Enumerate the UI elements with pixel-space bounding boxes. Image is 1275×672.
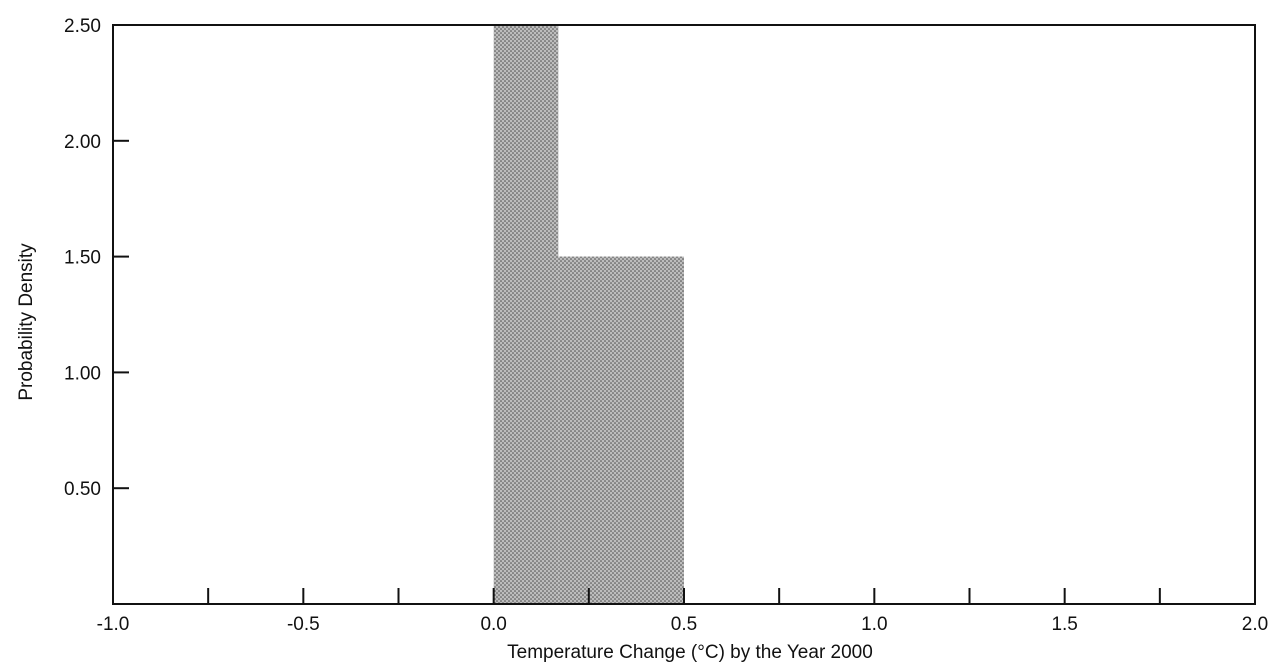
x-axis: -1.0 -0.5 0.0 0.5 1.0 1.5 2.0	[97, 588, 1268, 635]
y-tick-label-2: 1.00	[64, 363, 101, 384]
x-tick-label-7: 2.0	[1242, 614, 1268, 635]
x-tick-label-6: 1.5	[1051, 614, 1077, 635]
x-tick-label-4: 0.5	[671, 614, 697, 635]
y-tick-label-3: 1.50	[64, 248, 101, 269]
bars-layer	[493, 25, 684, 604]
histogram-bar-1	[493, 25, 559, 604]
x-tick-label-5: 1.0	[861, 614, 887, 635]
x-tick-label-3: 0.0	[480, 614, 506, 635]
x-tick-label-2: -0.5	[287, 614, 320, 635]
y-tick-label-4: 2.00	[64, 132, 101, 153]
x-tick-label-1: -1.0	[97, 614, 130, 635]
y-axis-label: Probability Density	[16, 243, 37, 401]
x-axis-label: Temperature Change (°C) by the Year 2000	[507, 642, 873, 663]
y-tick-label-1: 0.50	[64, 479, 101, 500]
y-tick-label-5: 2.50	[64, 16, 101, 37]
y-axis: 0.50 1.00 1.50 2.00 2.50	[64, 16, 129, 500]
histogram-bar-2	[558, 256, 684, 604]
